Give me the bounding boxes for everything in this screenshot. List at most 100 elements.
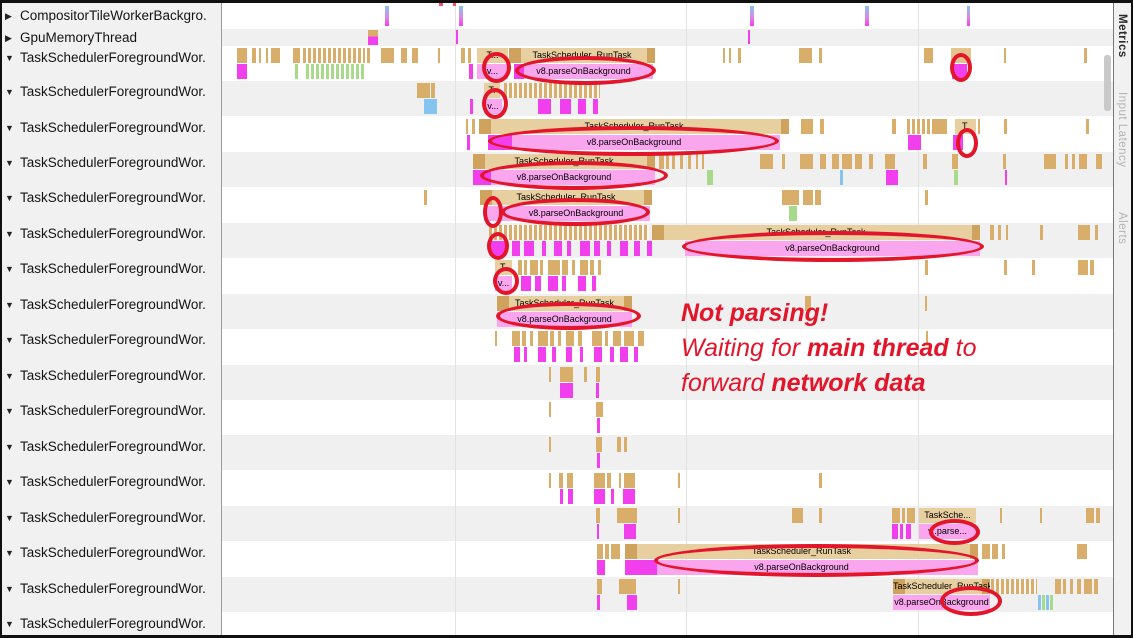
trace-tick-bar — [271, 48, 280, 63]
expand-arrow-icon[interactable]: ▼ — [5, 193, 14, 203]
thread-row-8[interactable]: ▼ TaskSchedulerForegroundWor. — [5, 261, 219, 278]
trace-tick-bar — [782, 154, 785, 169]
trace-tick-bar — [748, 30, 750, 44]
thread-row-16[interactable]: ▼ TaskSchedulerForegroundWor. — [5, 545, 219, 562]
expand-arrow-icon[interactable]: ▼ — [5, 53, 14, 63]
collapse-arrow-icon[interactable]: ▶ — [5, 11, 12, 21]
trace-tick-bar — [538, 99, 551, 114]
trace-tick-bar — [1046, 595, 1049, 610]
trace-tick-bar — [1042, 595, 1045, 610]
trace-tick-bar — [680, 154, 683, 169]
expand-arrow-icon[interactable]: ▼ — [5, 264, 14, 274]
trace-event-label: TaskScheduler_RunTask — [516, 192, 616, 202]
sidebar-tab-input-latency[interactable]: Input Latency — [1116, 92, 1128, 168]
trace-tick-bar — [439, 1, 443, 6]
trace-tick-bar — [1063, 579, 1066, 594]
expand-arrow-icon[interactable]: ▼ — [5, 584, 14, 594]
trace-tick-bar — [610, 347, 614, 362]
thread-row-6[interactable]: ▼ TaskSchedulerForegroundWor. — [5, 190, 219, 207]
expand-arrow-icon[interactable]: ▼ — [5, 229, 14, 239]
trace-tick-bar — [597, 579, 602, 594]
trace-tick-bar — [306, 64, 366, 79]
expand-arrow-icon[interactable]: ▼ — [5, 513, 14, 523]
trace-tick-bar — [424, 190, 427, 205]
trace-tick-bar — [559, 473, 563, 488]
collapse-arrow-icon[interactable]: ▶ — [5, 33, 12, 43]
trace-tick-bar — [560, 489, 563, 504]
trace-tick-bar — [869, 154, 873, 169]
trace-tick-bar — [1032, 260, 1035, 275]
thread-row-18[interactable]: ▼ TaskSchedulerForegroundWor. — [5, 616, 219, 633]
expand-arrow-icon[interactable]: ▼ — [5, 300, 14, 310]
trace-event-label: TaskScheduler_RunTask — [532, 50, 632, 60]
expand-arrow-icon[interactable]: ▼ — [5, 619, 14, 629]
thread-row-12[interactable]: ▼ TaskSchedulerForegroundWor. — [5, 403, 219, 420]
sidebar-tab-alerts[interactable]: Alerts — [1116, 212, 1128, 245]
trace-tick-bar — [892, 508, 900, 523]
trace-tick-bar — [620, 241, 628, 256]
thread-row-13[interactable]: ▼ TaskSchedulerForegroundWor. — [5, 439, 219, 456]
trace-tick-bar — [593, 99, 598, 114]
trace-tick-bar — [467, 135, 470, 150]
expand-arrow-icon[interactable]: ▼ — [5, 87, 14, 97]
trace-tick-bar — [512, 241, 520, 256]
expand-arrow-icon[interactable]: ▼ — [5, 477, 14, 487]
thread-label: TaskSchedulerForegroundWor. — [20, 474, 206, 489]
trace-tick-bar — [538, 347, 546, 362]
trace-tick-bar — [855, 154, 862, 169]
expand-arrow-icon[interactable]: ▼ — [5, 371, 14, 381]
thread-row-5[interactable]: ▼ TaskSchedulerForegroundWor. — [5, 155, 219, 172]
trace-tick-bar — [252, 48, 256, 63]
trace-tick-bar — [489, 225, 649, 240]
trace-tick-bar — [624, 437, 627, 452]
trace-tick-bar — [237, 64, 247, 79]
trace-tick-bar — [923, 154, 927, 169]
trace-tick-bar — [819, 48, 822, 63]
expand-arrow-icon[interactable]: ▼ — [5, 442, 14, 452]
thread-row-9[interactable]: ▼ TaskSchedulerForegroundWor. — [5, 297, 219, 314]
trace-tick-bar — [401, 48, 407, 63]
expand-arrow-icon[interactable]: ▼ — [5, 406, 14, 416]
expand-arrow-icon[interactable]: ▼ — [5, 158, 14, 168]
expand-arrow-icon[interactable]: ▼ — [5, 123, 14, 133]
annotation-ellipse-1 — [515, 56, 656, 85]
thread-row-3[interactable]: ▼ TaskSchedulerForegroundWor. — [5, 84, 219, 101]
trace-tick-bar — [1070, 579, 1073, 594]
trace-tick-bar — [672, 154, 675, 169]
trace-tick-bar — [982, 544, 990, 559]
track-row-worker-2 — [222, 81, 1113, 116]
vertical-scrollbar-thumb[interactable] — [1104, 55, 1111, 111]
thread-row-4[interactable]: ▼ TaskSchedulerForegroundWor. — [5, 120, 219, 137]
trace-tick-bar — [789, 206, 797, 221]
annotation-text: Not parsing! Waiting for main thread to fo… — [681, 296, 976, 401]
trace-tick-bar — [521, 276, 531, 291]
track-row-gpu-memory — [222, 29, 1113, 46]
trace-tick-bar — [1004, 119, 1007, 134]
thread-row-1[interactable]: ▶ GpuMemoryThread — [5, 30, 219, 47]
thread-row-7[interactable]: ▼ TaskSchedulerForegroundWor. — [5, 226, 219, 243]
thread-label: TaskSchedulerForegroundWor. — [20, 581, 206, 596]
thread-row-11[interactable]: ▼ TaskSchedulerForegroundWor. — [5, 368, 219, 385]
expand-arrow-icon[interactable]: ▼ — [5, 548, 14, 558]
sidebar-tab-metrics[interactable]: Metrics — [1116, 14, 1128, 58]
trace-tick-bar — [1002, 544, 1005, 559]
expand-arrow-icon[interactable]: ▼ — [5, 335, 14, 345]
thread-row-17[interactable]: ▼ TaskSchedulerForegroundWor. — [5, 581, 219, 598]
thread-row-2[interactable]: ▼ TaskSchedulerForegroundWor. — [5, 50, 219, 67]
trace-tick-bar — [832, 154, 839, 169]
thread-row-14[interactable]: ▼ TaskSchedulerForegroundWor. — [5, 474, 219, 491]
annotation-line-2: Waiting for main thread to — [681, 334, 977, 362]
trace-tick-bar — [578, 276, 586, 291]
trace-tick-bar — [514, 347, 520, 362]
thread-row-15[interactable]: ▼ TaskSchedulerForegroundWor. — [5, 510, 219, 527]
trace-tick-bar — [367, 48, 370, 63]
annotation-ellipse-15 — [940, 586, 1002, 616]
trace-tick-bar — [549, 367, 551, 382]
thread-row-0[interactable]: ▶ CompositorTileWorkerBackgro. — [5, 8, 219, 25]
trace-tick-bar — [1065, 154, 1068, 169]
trace-tick-bar — [1090, 260, 1094, 275]
trace-tick-bar — [659, 154, 664, 169]
trace-tick-bar — [538, 331, 548, 346]
thread-row-10[interactable]: ▼ TaskSchedulerForegroundWor. — [5, 332, 219, 349]
track-row-worker-17 — [222, 612, 1113, 638]
